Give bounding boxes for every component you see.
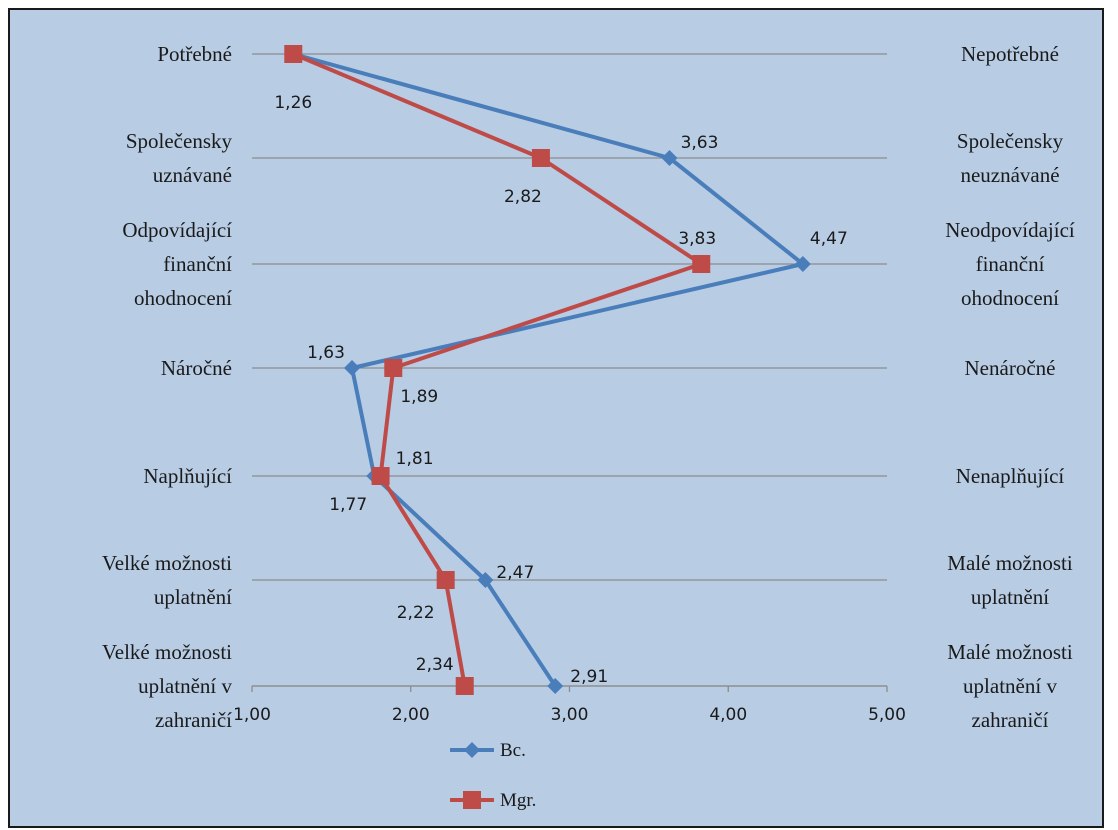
data-label-bc-5: 2,47: [496, 563, 534, 583]
data-label-bc-3: 1,63: [307, 343, 345, 363]
right-category-label-6-line-0: Malé možnosti: [947, 640, 1073, 664]
left-category-label-6-line-1: uplatnění v: [138, 674, 232, 698]
left-category-label-5-line-1: uplatnění: [154, 585, 232, 609]
x-tick-label-4: 5,00: [868, 705, 906, 725]
x-tick-label-1: 2,00: [392, 705, 430, 725]
data-label-bc-6: 2,91: [570, 667, 608, 687]
marker-bc-5: [477, 572, 494, 588]
left-category-label-4-line-0: Naplňující: [143, 464, 232, 488]
marker-mgr-3: [384, 359, 403, 377]
left-category-label-2-line-0: Odpovídající: [122, 218, 232, 242]
left-category-label-2-line-2: ohodnocení: [134, 286, 232, 310]
series-line-bc: [292, 52, 805, 688]
marker-mgr-6: [455, 677, 474, 695]
right-category-label-5-line-1: uplatnění: [971, 585, 1049, 609]
marker-mgr-4: [371, 467, 390, 485]
right-category-label-4-line-0: Nenaplňující: [956, 464, 1065, 488]
profile-line-chart: 1,00 2,00 3,00 4,00 5,00 Potřebné Společensky u…: [102, 42, 1075, 811]
right-category-label-0-line-0: Nepotřebné: [961, 42, 1059, 66]
data-label-bc-4: 1,77: [329, 495, 367, 515]
left-category-label-6-line-0: Velké možnosti: [102, 640, 232, 664]
chart-area: 1,00 2,00 3,00 4,00 5,00 Potřebné Společensky u…: [8, 8, 1104, 828]
marker-mgr-0: [284, 45, 303, 63]
right-category-label-1-line-0: Společensky: [957, 129, 1064, 153]
left-category-label-0-line-0: Potřebné: [157, 42, 232, 66]
legend-marker-bc: [464, 742, 480, 758]
data-label-mgr-4: 1,81: [396, 449, 434, 469]
right-category-label-6-line-1: uplatnění v: [963, 674, 1057, 698]
x-tick-label-3: 4,00: [709, 705, 747, 725]
data-label-mgr-1: 2,82: [504, 187, 542, 207]
right-category-label-3-line-0: Nenáročné: [965, 356, 1056, 380]
right-category-label-2-line-0: Neodpovídající: [945, 218, 1075, 242]
data-label-bc-2: 4,47: [810, 229, 848, 249]
marker-bc-1: [661, 150, 678, 166]
data-label-mgr-3: 1,89: [400, 387, 438, 407]
marker-bc-6: [547, 678, 564, 694]
right-category-label-1-line-1: neuznávané: [960, 163, 1059, 187]
data-label-mgr-2: 3,83: [678, 229, 716, 249]
legend-label-bc: Bc.: [500, 740, 526, 761]
marker-mgr-2: [692, 255, 711, 273]
data-label-bc-1: 3,63: [681, 133, 719, 153]
right-category-label-6-line-2: zahraničí: [972, 708, 1049, 732]
left-category-label-1-line-1: uznávané: [153, 163, 232, 187]
left-category-label-1-line-0: Společensky: [126, 129, 233, 153]
right-category-label-5-line-0: Malé možnosti: [947, 551, 1073, 575]
data-label-mgr-6: 2,34: [416, 655, 454, 675]
left-category-label-5-line-0: Velké možnosti: [102, 551, 232, 575]
marker-bc-2: [794, 256, 811, 272]
left-category-label-6-line-2: zahraničí: [155, 708, 232, 732]
left-category-label-2-line-1: finanční: [163, 252, 232, 276]
marker-bc-3: [344, 360, 361, 376]
right-category-label-2-line-2: ohodnocení: [961, 286, 1059, 310]
x-tick-label-0: 1,00: [233, 705, 271, 725]
legend-marker-mgr: [463, 791, 481, 809]
marker-mgr-5: [436, 571, 455, 589]
left-category-label-3-line-0: Náročné: [161, 356, 232, 380]
data-label-mgr-5: 2,22: [397, 603, 435, 623]
x-tick-label-2: 3,00: [551, 705, 589, 725]
right-category-label-2-line-1: finanční: [976, 252, 1045, 276]
data-label-mgr-0: 1,26: [274, 93, 312, 113]
legend-label-mgr: Mgr.: [500, 790, 536, 811]
marker-mgr-1: [531, 149, 550, 167]
